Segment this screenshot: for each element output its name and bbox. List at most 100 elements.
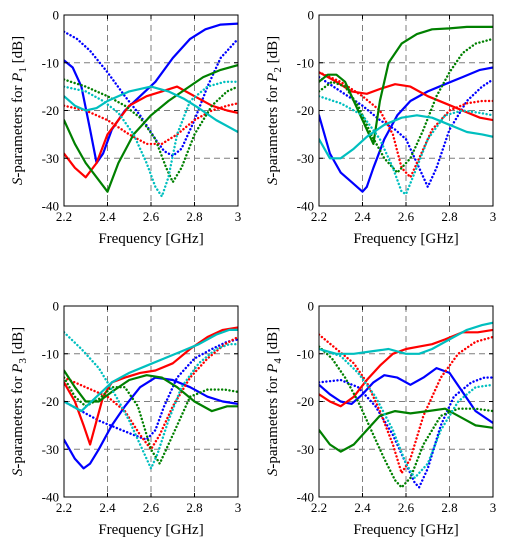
series-line-3-solid bbox=[64, 85, 238, 179]
y-tick-label: -30 bbox=[42, 442, 59, 457]
series-line-2-dotted bbox=[64, 338, 238, 441]
x-tick-label: 2.6 bbox=[398, 209, 415, 224]
x-axis-label: Frequency [GHz] bbox=[98, 522, 203, 538]
series-line-8-dotted bbox=[319, 94, 493, 196]
x-axis-label: Frequency [GHz] bbox=[353, 522, 458, 538]
y-axis-label: S-parameters for P2 [dB] bbox=[265, 36, 284, 185]
y-tick-label: -10 bbox=[297, 55, 314, 70]
y-axis-label: S-parameters for P4 [dB] bbox=[265, 327, 284, 476]
series-line-4-dotted bbox=[64, 102, 238, 146]
series-line-5-solid bbox=[64, 369, 238, 413]
x-tick-label: 2.8 bbox=[186, 500, 202, 515]
series-group bbox=[319, 25, 493, 196]
y-axis-label: S-parameters for P1 [dB] bbox=[10, 36, 29, 185]
y-axis-label-part: [dB] bbox=[265, 36, 281, 67]
series-line-2-dotted bbox=[64, 30, 238, 158]
x-tick-label: 2.4 bbox=[354, 500, 371, 515]
y-tick-label: 0 bbox=[308, 299, 315, 314]
y-axis-label-part: S bbox=[265, 177, 281, 185]
y-axis-label-part: 1 bbox=[17, 67, 29, 73]
x-tick-label: 2.4 bbox=[99, 209, 116, 224]
y-axis-label-part: [dB] bbox=[265, 327, 281, 358]
x-tick-label: 2.6 bbox=[143, 500, 160, 515]
x-tick-label: 2.4 bbox=[354, 209, 371, 224]
x-tick-label: 2.2 bbox=[56, 500, 72, 515]
y-tick-label: -20 bbox=[42, 394, 59, 409]
series-line-7-solid bbox=[64, 328, 238, 413]
x-axis-label: Frequency [GHz] bbox=[353, 231, 458, 247]
series-line-4-dotted bbox=[319, 71, 493, 179]
y-tick-label: -30 bbox=[297, 442, 314, 457]
y-axis-label-part: -parameters for bbox=[10, 82, 26, 178]
series-line-8-dotted bbox=[319, 347, 493, 480]
y-tick-label: -10 bbox=[42, 55, 59, 70]
x-tick-label: 2.6 bbox=[143, 209, 160, 224]
y-tick-label: -20 bbox=[42, 103, 59, 118]
series-line-1-solid bbox=[319, 66, 493, 193]
y-tick-label: -10 bbox=[297, 346, 314, 361]
series-line-4-dotted bbox=[319, 333, 493, 475]
y-axis-label-part: -parameters for bbox=[10, 373, 26, 469]
series-line-4-dotted bbox=[64, 335, 238, 451]
x-tick-label: 3 bbox=[490, 500, 497, 515]
x-tick-label: 2.8 bbox=[441, 500, 457, 515]
series-line-5-solid bbox=[319, 407, 493, 453]
y-axis-label-part: S bbox=[265, 468, 281, 476]
chart-panel-4: 2.2 2.4 2.6 2.8 3 0 -10 -20 -30 -40 Frequency [GHz… bbox=[265, 299, 496, 539]
y-tick-label: -40 bbox=[42, 490, 59, 505]
y-axis-label-part: P bbox=[265, 73, 281, 83]
x-tick-label: 2.2 bbox=[311, 500, 327, 515]
series-line-6-dotted bbox=[64, 78, 238, 184]
series-group bbox=[64, 326, 238, 470]
y-tick-label: -40 bbox=[42, 199, 59, 214]
series-line-1-solid bbox=[64, 376, 238, 470]
y-tick-label: -30 bbox=[297, 151, 314, 166]
series-group bbox=[319, 321, 493, 489]
x-tick-label: 3 bbox=[490, 209, 497, 224]
y-tick-label: -30 bbox=[42, 151, 59, 166]
x-tick-label: 2.4 bbox=[99, 500, 116, 515]
y-tick-label: -20 bbox=[297, 103, 314, 118]
series-line-6-dotted bbox=[319, 345, 493, 489]
x-tick-label: 3 bbox=[235, 209, 242, 224]
y-axis-label-part: -parameters for bbox=[265, 373, 281, 469]
y-tick-label: 0 bbox=[308, 8, 315, 23]
x-axis-label: Frequency [GHz] bbox=[98, 231, 203, 247]
series-line-6-dotted bbox=[319, 37, 493, 174]
chart-panel-2: 2.2 2.4 2.6 2.8 3 0 -10 -20 -30 -40 Frequency [GHz… bbox=[265, 8, 496, 248]
x-tick-label: 3 bbox=[235, 500, 242, 515]
x-tick-label: 2.2 bbox=[56, 209, 72, 224]
series-line-7-solid bbox=[319, 321, 493, 355]
x-tick-label: 2.6 bbox=[398, 500, 415, 515]
series-line-8-dotted bbox=[64, 80, 238, 198]
y-tick-label: -40 bbox=[297, 490, 314, 505]
series-line-3-solid bbox=[64, 326, 238, 446]
y-axis-label-part: 4 bbox=[272, 358, 284, 364]
series-line-7-solid bbox=[319, 114, 493, 160]
y-axis-label-part: -parameters for bbox=[265, 82, 281, 178]
y-axis-label-part: P bbox=[10, 364, 26, 374]
series-line-6-dotted bbox=[64, 376, 238, 465]
y-axis-label-part: P bbox=[10, 73, 26, 83]
y-tick-label: -20 bbox=[297, 394, 314, 409]
chart-panel-3: 2.2 2.4 2.6 2.8 3 0 -10 -20 -30 -40 Frequency [GHz… bbox=[10, 299, 241, 539]
series-line-2-dotted bbox=[319, 376, 493, 489]
y-axis-label-part: [dB] bbox=[10, 327, 26, 358]
series-line-8-dotted bbox=[64, 331, 238, 470]
y-axis-label-part: S bbox=[10, 468, 26, 476]
x-tick-label: 2.8 bbox=[186, 209, 202, 224]
series-line-5-solid bbox=[319, 25, 493, 145]
chart-panel-1: 2.2 2.4 2.6 2.8 3 0 -10 -20 -30 -40 Frequency [GHz… bbox=[10, 8, 241, 248]
series-group bbox=[64, 22, 238, 198]
y-axis-label-part: 3 bbox=[17, 358, 29, 364]
y-tick-label: -10 bbox=[42, 346, 59, 361]
y-axis-label-part: 2 bbox=[272, 67, 284, 73]
x-tick-label: 2.2 bbox=[311, 209, 327, 224]
y-tick-label: 0 bbox=[53, 299, 60, 314]
y-axis-label: S-parameters for P3 [dB] bbox=[10, 327, 29, 476]
y-axis-label-part: [dB] bbox=[10, 36, 26, 67]
y-tick-label: -40 bbox=[297, 199, 314, 214]
y-axis-label-part: P bbox=[265, 364, 281, 374]
series-line-7-solid bbox=[64, 85, 238, 134]
